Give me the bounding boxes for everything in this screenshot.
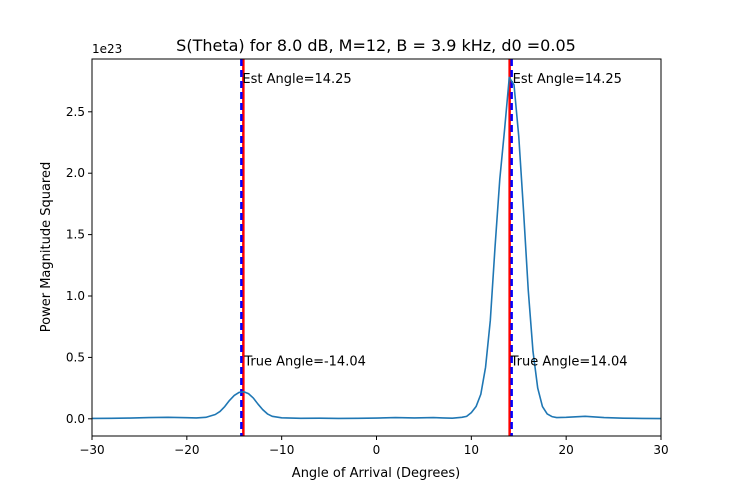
y-tick-label: 2.0: [66, 166, 85, 180]
y-axis-ticks: 0.0 0.5 1.0 1.5 2.0 2.5: [66, 105, 92, 426]
annotations: Est Angle=14.25 Est Angle=14.25 True Angle…: [242, 72, 627, 369]
y-tick-label: 1.5: [66, 228, 85, 242]
y-tick-label: 2.5: [66, 105, 85, 119]
plot-area: [92, 59, 661, 436]
marker-lines: [240, 59, 513, 436]
series-group: [91, 76, 662, 420]
angle-annotation: True Angle=-14.04: [243, 354, 366, 369]
chart-title: S(Theta) for 8.0 dB, M=12, B = 3.9 kHz, …: [176, 36, 576, 55]
x-tick-label: 10: [464, 443, 479, 457]
x-tick-label: −30: [79, 443, 104, 457]
x-axis-label: Angle of Arrival (Degrees): [292, 466, 460, 481]
x-axis-ticks: −30 −20 −10 0 10 20 30: [79, 436, 669, 457]
angle-annotation: Est Angle=14.25: [513, 72, 622, 87]
x-tick-label: 20: [559, 443, 574, 457]
angle-annotation: Est Angle=14.25: [242, 72, 351, 87]
x-tick-label: −20: [174, 443, 199, 457]
x-tick-label: 30: [653, 443, 668, 457]
y-axis-label: Power Magnitude Squared: [39, 162, 54, 332]
angle-annotation: True Angle=14.04: [510, 354, 628, 369]
y-tick-label: 0.0: [66, 412, 85, 426]
series-line-0: [91, 76, 662, 420]
x-tick-label: 0: [373, 443, 381, 457]
y-tick-label: 0.5: [66, 350, 85, 364]
y-offset-label: 1e23: [92, 42, 122, 56]
x-tick-label: −10: [269, 443, 294, 457]
y-tick-label: 1.0: [66, 289, 85, 303]
